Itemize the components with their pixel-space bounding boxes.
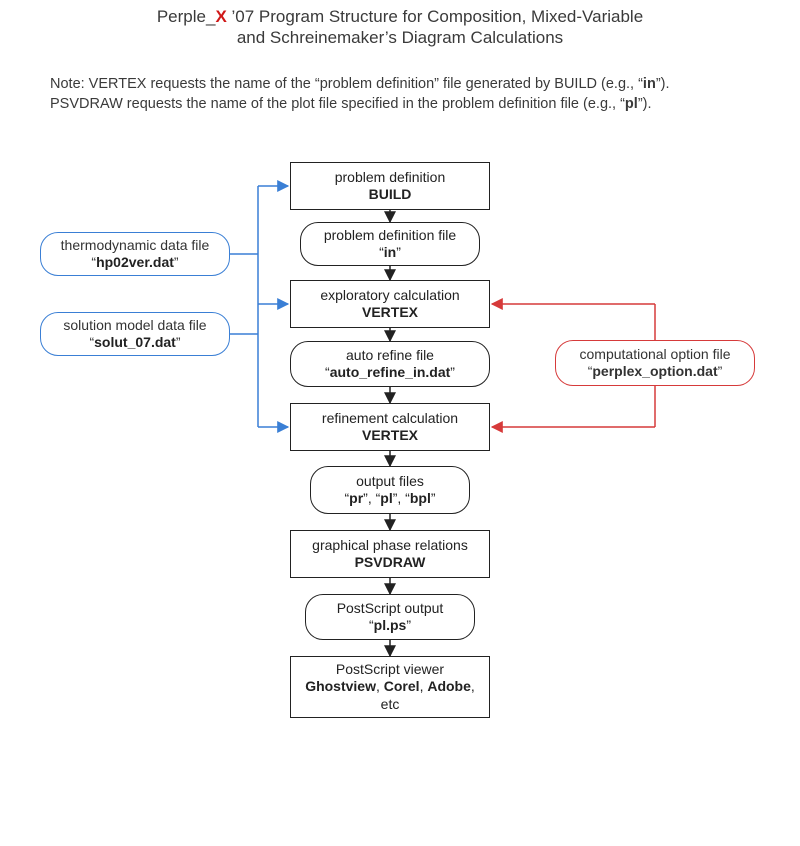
vertex2-line1: refinement calculation <box>322 410 458 428</box>
node-output-files: output files “pr”, “pl”, “bpl” <box>310 466 470 514</box>
viewer-line3: etc <box>381 696 400 714</box>
title-rest: ’07 Program Structure for Composition, M… <box>227 7 643 26</box>
opt-line2: “perplex_option.dat” <box>588 363 723 381</box>
node-ps-output: PostScript output “pl.ps” <box>305 594 475 640</box>
note-b1: in <box>643 76 656 92</box>
title-x: X <box>215 7 226 26</box>
page: Perple_X ’07 Program Structure for Compo… <box>0 0 800 846</box>
outputs-line1: output files <box>356 473 424 491</box>
note-post2: ”). <box>638 96 652 112</box>
node-psvdraw: graphical phase relations PSVDRAW <box>290 530 490 578</box>
node-thermo-data-file: thermodynamic data file “hp02ver.dat” <box>40 232 230 276</box>
viewer-line2: Ghostview, Corel, Adobe, <box>305 678 475 696</box>
opt-line1: computational option file <box>580 346 731 364</box>
thermo-line2: “hp02ver.dat” <box>91 254 178 272</box>
title-prefix: Perple_ <box>157 7 216 26</box>
in-line2: “in” <box>379 244 401 262</box>
node-vertex-exploratory: exploratory calculation VERTEX <box>290 280 490 328</box>
node-ps-viewer: PostScript viewer Ghostview, Corel, Adob… <box>290 656 490 718</box>
psout-line2: “pl.ps” <box>369 617 411 635</box>
thermo-line1: thermodynamic data file <box>61 237 210 255</box>
note-b2: pl <box>625 96 638 112</box>
build-line1: problem definition <box>335 169 446 187</box>
node-build: problem definition BUILD <box>290 162 490 210</box>
solut-line2: “solut_07.dat” <box>89 334 180 352</box>
intro-note: Note: VERTEX requests the name of the “p… <box>50 75 760 114</box>
vertex1-line1: exploratory calculation <box>320 287 459 305</box>
note-pre2: PSVDRAW requests the name of the plot fi… <box>50 96 625 112</box>
in-line1: problem definition file <box>324 227 456 245</box>
psout-line1: PostScript output <box>337 600 444 618</box>
psvdraw-line1: graphical phase relations <box>312 537 468 555</box>
note-post1: ”). <box>656 76 670 92</box>
autoref-line1: auto refine file <box>346 347 434 365</box>
vertex1-line2: VERTEX <box>362 304 418 322</box>
vertex2-line2: VERTEX <box>362 427 418 445</box>
note-pre1: Note: VERTEX requests the name of the “p… <box>50 76 643 92</box>
node-option-file: computational option file “perplex_optio… <box>555 340 755 386</box>
autoref-line2: “auto_refine_in.dat” <box>325 364 455 382</box>
node-in-file: problem definition file “in” <box>300 222 480 266</box>
build-line2: BUILD <box>369 186 412 204</box>
page-title: Perple_X ’07 Program Structure for Compo… <box>0 6 800 49</box>
viewer-line1: PostScript viewer <box>336 661 444 679</box>
solut-line1: solution model data file <box>63 317 206 335</box>
outputs-line2: “pr”, “pl”, “bpl” <box>344 490 435 508</box>
psvdraw-line2: PSVDRAW <box>355 554 426 572</box>
node-auto-refine-file: auto refine file “auto_refine_in.dat” <box>290 341 490 387</box>
title-line2: and Schreinemaker’s Diagram Calculations <box>237 28 563 47</box>
node-vertex-refinement: refinement calculation VERTEX <box>290 403 490 451</box>
node-solution-model-file: solution model data file “solut_07.dat” <box>40 312 230 356</box>
